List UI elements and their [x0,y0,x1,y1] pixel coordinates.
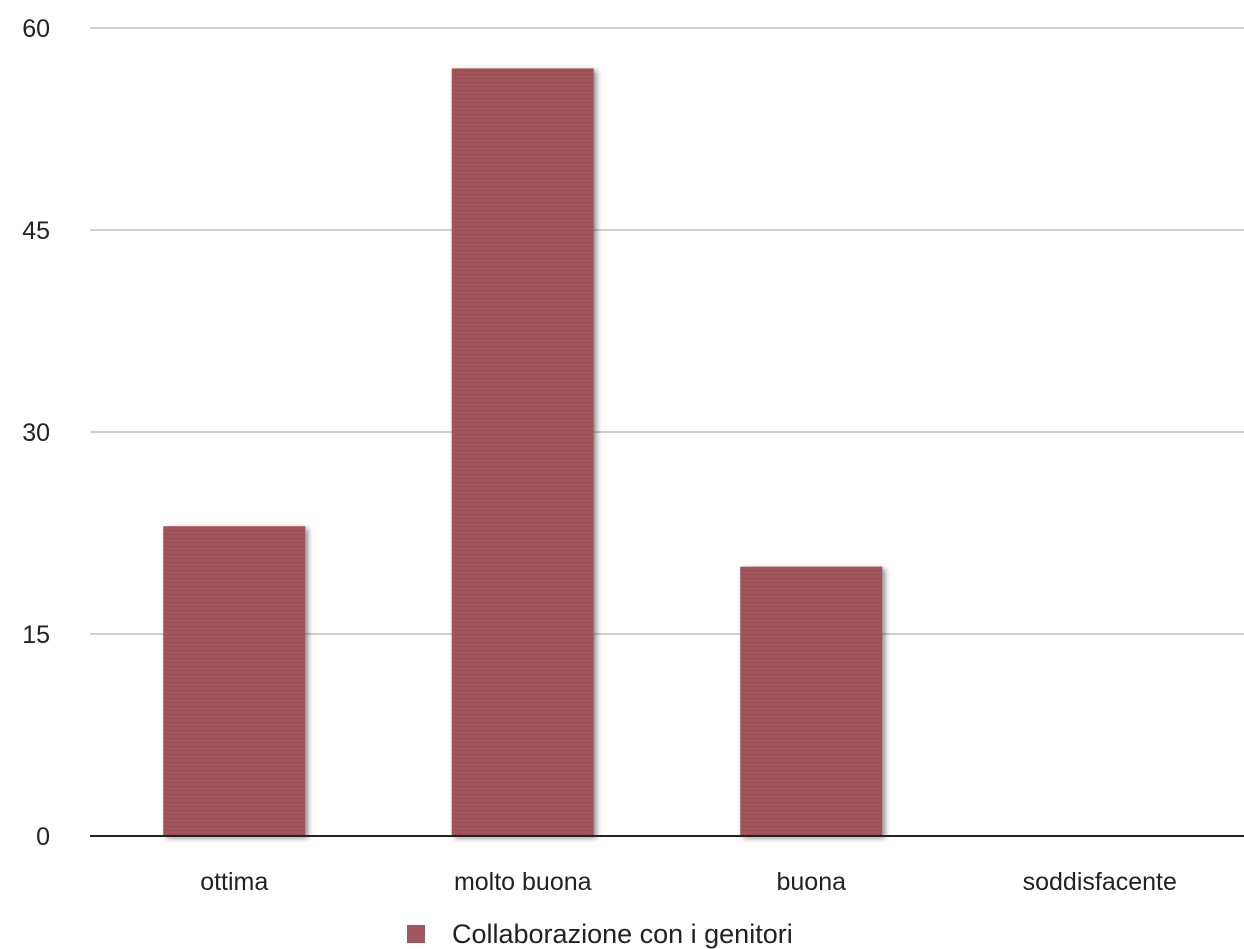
x-tick-label: ottima [200,868,268,896]
x-axis-labels: ottima molto buona buona soddisfacente [200,868,1177,896]
y-axis-ticks: 0 15 30 45 60 [22,15,50,851]
gridlines [90,27,1244,635]
bar-ottima [163,526,306,836]
bar-molto-buona [451,68,594,836]
legend-label: Collaborazione con i genitori [452,919,793,949]
y-tick-label: 60 [22,15,50,43]
bars [163,68,883,836]
y-tick-label: 30 [22,419,50,447]
legend: Collaborazione con i genitori [407,919,793,949]
y-tick-label: 15 [22,621,50,649]
y-tick-label: 0 [36,823,50,851]
x-tick-label: molto buona [454,868,592,896]
y-tick-label: 45 [22,217,50,245]
legend-swatch [407,925,425,943]
bar-buona [740,566,883,836]
x-tick-label: buona [776,868,846,896]
x-tick-label: soddisfacente [1023,868,1177,896]
